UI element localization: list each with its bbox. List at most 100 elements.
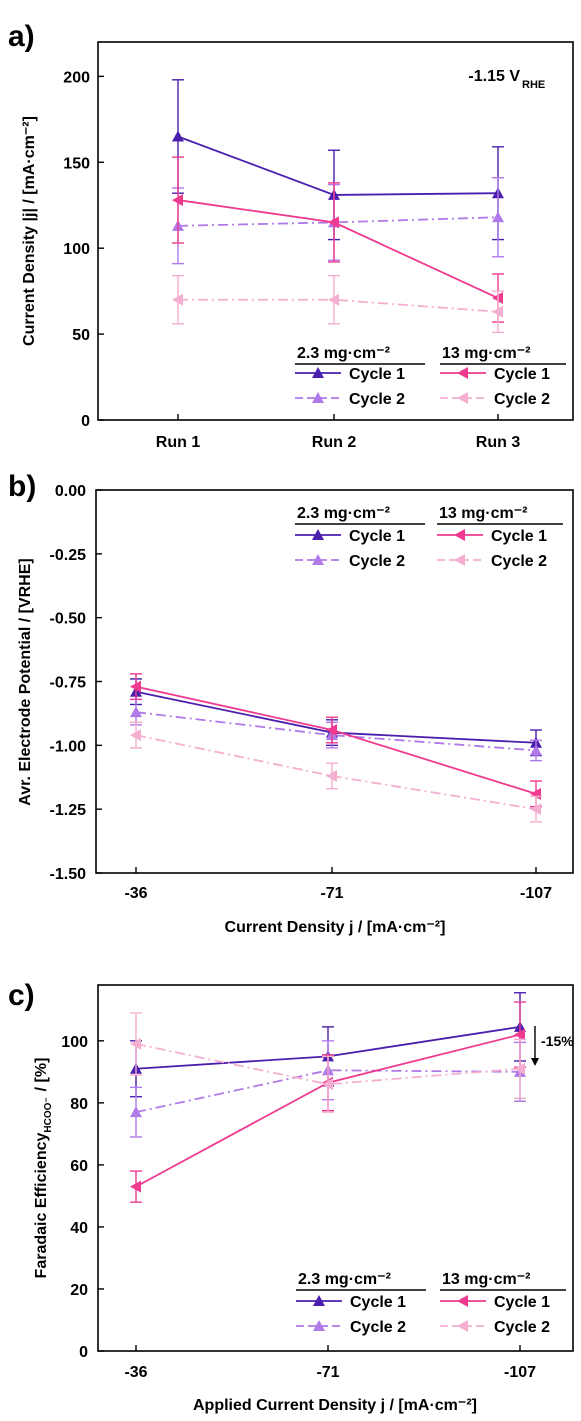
legend-label-m23_c2: Cycle 2 — [350, 1319, 406, 1336]
y-tick-label: -1.50 — [50, 866, 87, 883]
data-point-m13_c2 — [328, 293, 339, 306]
legend-label-m13_c1: Cycle 1 — [491, 528, 547, 545]
data-point-m23_c2 — [130, 706, 142, 718]
data-point-m13_c2 — [326, 769, 337, 782]
y-tick-label: 20 — [70, 1282, 88, 1299]
panel-b-series — [130, 673, 542, 823]
y-tick-label: 200 — [63, 69, 90, 86]
panel-c-frame — [97, 984, 574, 1352]
x-tick-label: Run 3 — [476, 434, 521, 451]
data-point-m23_c2 — [130, 1106, 142, 1118]
data-point-m13_c1 — [514, 1028, 525, 1041]
legend-header-2p3: 2.3 mg·cm⁻² — [297, 345, 390, 362]
data-point-m23_c1 — [172, 130, 184, 142]
x-tick-label: -71 — [320, 885, 343, 902]
x-tick-label: -107 — [504, 1364, 536, 1381]
series-line-m23_c1 — [177, 135, 499, 196]
legend-label-m13_c1: Cycle 1 — [494, 366, 550, 383]
series-line-m23_c2 — [135, 711, 537, 752]
legend-header-2p3: 2.3 mg·cm⁻² — [297, 505, 390, 522]
panel-c-ylabel: Faradaic EfficiencyHCOO⁻ / [%] — [33, 1058, 54, 1279]
panel-c-ylabel-sub: HCOO⁻ — [43, 1097, 54, 1132]
x-tick-label: Run 2 — [312, 434, 357, 451]
panel-c-legend: 2.3 mg·cm⁻² 13 mg·cm⁻² Cycle 1 Cycle 2 Cycle… — [296, 1271, 566, 1336]
legend-marker-m23_c2 — [312, 554, 324, 565]
legend-header-2p3: 2.3 mg·cm⁻² — [298, 1271, 391, 1288]
x-tick-label: -107 — [520, 885, 552, 902]
panel-a-series — [172, 79, 504, 334]
panel-a-axes: 0 50 100 150 200 Run 1 Run 2 Run 3 — [63, 69, 520, 451]
panel-c-xlabel: Applied Current Density j / [mA·cm⁻²] — [193, 1397, 477, 1414]
y-tick-label: -0.50 — [50, 611, 87, 628]
data-point-m13_c2 — [130, 729, 141, 742]
data-point-m13_c2 — [322, 1078, 333, 1091]
legend-marker-m23_c1 — [312, 367, 324, 378]
data-point-m13_c2 — [530, 803, 541, 816]
data-point-m23_c2 — [492, 211, 504, 223]
data-point-m13_c1 — [172, 194, 183, 207]
panel-c-arrow — [531, 1026, 539, 1066]
legend-marker-m23_c1 — [313, 1295, 325, 1306]
panel-c-axes: 0 20 40 60 80 100 -36 -71 -107 — [61, 1034, 536, 1381]
panel-a-annotation-sub: RHE — [522, 79, 545, 91]
y-tick-label: 50 — [72, 327, 90, 344]
panel-b-label: b) — [8, 470, 36, 503]
legend-label-m13_c2: Cycle 2 — [494, 391, 550, 408]
panel-a-legend: 2.3 mg·cm⁻² 13 mg·cm⁻² Cycle 1 Cycle 2 Cycle… — [295, 345, 566, 408]
legend-label-m23_c2: Cycle 2 — [349, 553, 405, 570]
legend-label-m23_c2: Cycle 2 — [349, 391, 405, 408]
panel-b-axes: 0.00 -0.25 -0.50 -0.75 -1.00 -1.25 -1.50 -36 -71… — [50, 483, 553, 902]
y-tick-label: 60 — [70, 1158, 88, 1175]
legend-marker-m23_c1 — [312, 529, 324, 540]
panel-c-series — [130, 992, 526, 1203]
y-tick-label: 100 — [61, 1034, 88, 1051]
x-tick-label: -36 — [124, 885, 147, 902]
y-tick-label: 40 — [70, 1220, 88, 1237]
y-tick-label: 80 — [70, 1096, 88, 1113]
legend-marker-m23_c2 — [313, 1320, 325, 1331]
series-line-m13_c1 — [177, 199, 499, 299]
y-tick-label: -0.25 — [50, 547, 87, 564]
legend-marker-m13_c1 — [454, 529, 465, 541]
y-tick-label: -0.75 — [50, 675, 87, 692]
legend-marker-m13_c1 — [457, 1295, 468, 1307]
y-tick-label: 0 — [79, 1344, 88, 1361]
legend-label-m23_c1: Cycle 1 — [349, 366, 405, 383]
x-tick-label: Run 1 — [156, 434, 201, 451]
down-arrow-head — [531, 1058, 539, 1066]
legend-label-m13_c2: Cycle 2 — [491, 553, 547, 570]
legend-marker-m13_c1 — [457, 367, 468, 379]
x-tick-label: -36 — [124, 1364, 147, 1381]
panel-a: a) 0 50 100 150 200 Run 1 Run 2 Run 3 -1.15 V R… — [8, 20, 574, 451]
y-tick-label: -1.25 — [50, 802, 87, 819]
data-point-m13_c2 — [130, 1037, 141, 1050]
series-line-m23_c2 — [135, 1069, 521, 1114]
legend-header-13: 13 mg·cm⁻² — [442, 1271, 530, 1288]
legend-marker-m23_c2 — [312, 392, 324, 403]
x-tick-label: -71 — [316, 1364, 339, 1381]
panel-b-frame — [95, 489, 574, 874]
panel-c-ylabel-main: Faradaic Efficiency — [33, 1133, 50, 1279]
panel-b-xlabel: Current Density j / [mA·cm⁻²] — [225, 919, 446, 936]
panel-c-annotation: -15% — [541, 1033, 574, 1049]
panel-a-frame — [97, 41, 574, 421]
data-point-m13_c2 — [492, 305, 503, 318]
legend-label-m13_c2: Cycle 2 — [494, 1319, 550, 1336]
data-point-m13_c1 — [326, 724, 337, 737]
legend-marker-m13_c2 — [454, 554, 465, 566]
data-point-m13_c1 — [130, 1180, 141, 1193]
panel-c: c) 0 20 40 60 80 100 -36 -71 -107 -15% Faradaic … — [8, 979, 574, 1414]
legend-header-13: 13 mg·cm⁻² — [442, 345, 530, 362]
data-point-m13_c2 — [514, 1062, 525, 1075]
legend-label-m23_c1: Cycle 1 — [349, 528, 405, 545]
panel-a-label: a) — [8, 20, 35, 53]
panel-b-legend: 2.3 mg·cm⁻² 13 mg·cm⁻² Cycle 1 Cycle 2 Cycle… — [295, 505, 563, 570]
series-line-m13_c2 — [135, 1043, 521, 1086]
data-point-m13_c1 — [130, 680, 141, 693]
legend-label-m23_c1: Cycle 1 — [350, 1294, 406, 1311]
y-tick-label: 0.00 — [55, 483, 86, 500]
panel-c-label: c) — [8, 979, 35, 1012]
data-point-m13_c1 — [328, 216, 339, 229]
y-tick-label: -1.00 — [50, 738, 87, 755]
